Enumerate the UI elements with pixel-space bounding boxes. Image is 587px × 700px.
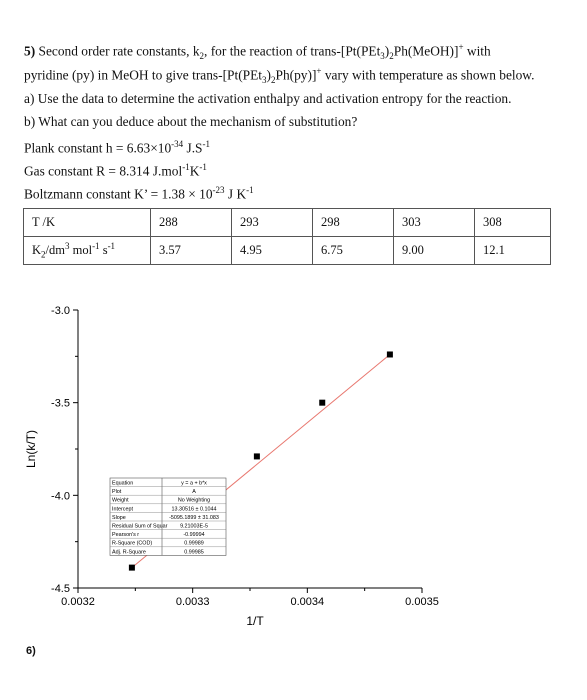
fit-table-value: -0.99994 (183, 532, 204, 538)
gas-constant: Gas constant R = 8.314 J.mol-1K-1 (24, 162, 207, 179)
text: K (189, 163, 200, 179)
text: J K (224, 186, 247, 202)
table-row-temperature: T /K 288 293 298 303 308 (23, 208, 551, 237)
table-cell: 6.75 (312, 236, 394, 265)
fit-table-label: Pearson's r (112, 532, 139, 538)
text: ) (266, 67, 271, 83)
fit-table-value: 0.99989 (184, 541, 204, 547)
superscript: -1 (199, 162, 207, 172)
data-point (386, 351, 393, 358)
part-b: b) What can you deduce about the mechani… (24, 114, 358, 129)
text: Ph(py)] (275, 67, 317, 83)
text: ) (384, 43, 390, 59)
table-cell: 303 (393, 208, 475, 237)
text: , for the reaction of trans-[Pt(PEt (204, 43, 381, 59)
superscript: -1 (92, 241, 100, 252)
fit-table-label: Plot (112, 489, 122, 495)
superscript: -1 (202, 139, 211, 149)
fit-table-label: Weight (112, 498, 129, 504)
x-tick-label: 0.0033 (176, 596, 210, 608)
fit-table-value: y = a + b*x (181, 481, 207, 487)
fit-table-value: 9.21003E-5 (180, 524, 208, 530)
x-tick-label: 0.0035 (405, 596, 439, 608)
text: pyridine (py) in MeOH to give trans-[Pt(… (24, 67, 263, 83)
text: with (463, 43, 491, 59)
table-cell: 308 (474, 208, 551, 237)
fit-table-value: 0.99985 (184, 549, 204, 555)
superscript: -1 (182, 162, 190, 172)
table-cell: 12.1 (474, 236, 551, 265)
table-header-temperature: T /K (23, 208, 151, 237)
data-point (319, 399, 326, 406)
planck-constant: Plank constant h = 6.63×10-34 J.S-1 (24, 139, 210, 156)
text: vary with temperature as shown below. (321, 67, 535, 83)
y-tick-label: -4.0 (51, 490, 70, 502)
part-a: a) Use the data to determine the activat… (24, 91, 512, 106)
subscript: 2 (389, 51, 394, 62)
superscript: 3 (64, 241, 70, 252)
y-tick-label: -3.0 (51, 305, 70, 317)
fit-table-value: -5095.1899 ± 31.083 (169, 515, 219, 521)
next-question-number: 6) (26, 645, 36, 657)
text: J.S (183, 140, 203, 156)
y-axis-label: Ln(k/T) (24, 430, 38, 468)
x-tick-label: 0.0034 (291, 596, 325, 608)
table-cell: 3.57 (150, 236, 232, 265)
question-line-1: 5) Second order rate constants, k2, for … (24, 42, 491, 61)
fit-table-value: 13.30516 ± 0.1044 (172, 506, 217, 512)
table-row-rate: K2/dm3 mol-1 s-1 3.57 4.95 6.75 9.00 12.… (23, 236, 551, 265)
fit-results-table: Equation y = a + b*x Plot A Weight No Weighti… (109, 477, 227, 556)
text: Boltzmann constant K’ = 1.38 × 10 (24, 186, 213, 202)
question-number: 5) (24, 43, 36, 59)
subscript: 3 (262, 75, 267, 86)
question-line-2: pyridine (py) in MeOH to give trans-[Pt(… (24, 66, 534, 85)
text: mol (69, 243, 93, 258)
subscript: 3 (380, 51, 385, 62)
fit-table-label: R-Square (COD) (112, 541, 152, 547)
subscript: 2 (199, 51, 205, 62)
fit-table-value: No Weighting (178, 498, 210, 504)
plot-axes: 0.0032 0.0033 0.0034 0.0035 -3.0 -3.5 -4.0 -4.5… (24, 305, 439, 628)
text: K (32, 243, 42, 258)
superscript: -34 (171, 139, 184, 149)
table-header-rate: K2/dm3 mol-1 s-1 (23, 236, 151, 265)
table-cell: 9.00 (393, 236, 475, 265)
superscript: -1 (246, 185, 254, 195)
superscript: -23 (212, 185, 225, 195)
subscript: 2 (271, 75, 276, 86)
table-cell: 4.95 (231, 236, 313, 265)
table-cell: 288 (150, 208, 232, 237)
y-tick-label: -4.5 (51, 583, 70, 595)
fit-table-label: Residual Sum of Squar (112, 524, 168, 530)
text: s (99, 243, 108, 258)
table-cell: 293 (231, 208, 313, 237)
rate-constant-table: T /K 288 293 298 303 308 K2/dm3 mol-1 s-… (23, 208, 551, 265)
text: Plank constant h = 6.63×10 (24, 140, 172, 156)
y-tick-label: -3.5 (51, 398, 70, 410)
text: Second order rate constants, k (38, 43, 200, 59)
arrhenius-plot: 0.0032 0.0033 0.0034 0.0035 -3.0 -3.5 -4.0 -4.5… (24, 305, 439, 628)
fit-table-label: Adj. R-Square (112, 549, 146, 555)
superscript: -1 (107, 241, 116, 252)
superscript: + (458, 42, 464, 52)
fit-table-label: Intercept (112, 506, 133, 512)
fit-table-border (109, 477, 227, 556)
text: Ph(MeOH)] (393, 43, 459, 59)
fit-table-label: Equation (112, 481, 133, 487)
text: Gas constant R = 8.314 J.mol (24, 163, 183, 179)
x-tick-label: 0.0032 (61, 596, 95, 608)
fit-table-label: Slope (112, 515, 126, 521)
superscript: + (316, 66, 322, 76)
boltzmann-constant: Boltzmann constant K’ = 1.38 × 10-23 J K… (24, 185, 254, 202)
fit-table-value: A (192, 489, 196, 495)
x-axis-label: 1/T (246, 614, 264, 628)
data-point (253, 453, 260, 460)
table-cell: 298 (312, 208, 394, 237)
text: /dm (45, 243, 65, 258)
subscript: 2 (41, 249, 46, 260)
data-point (128, 564, 135, 571)
